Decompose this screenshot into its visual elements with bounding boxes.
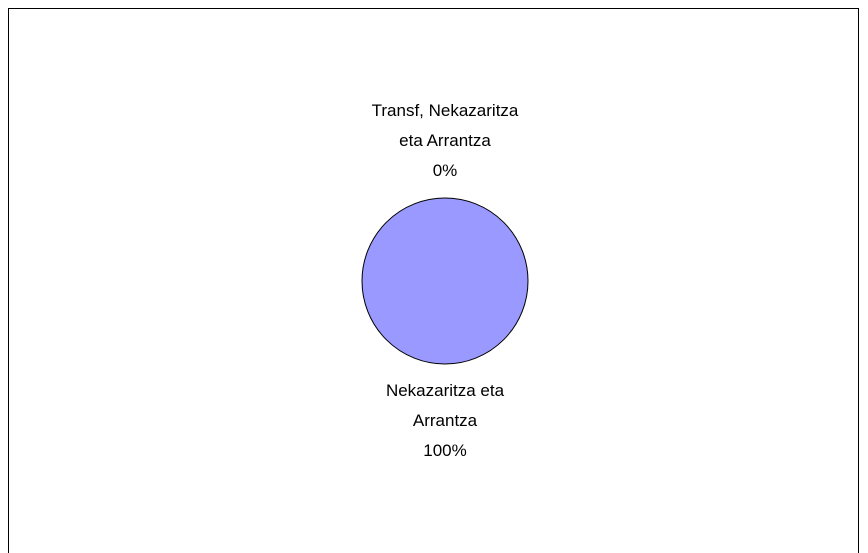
data-label: Nekazaritza eta Arrantza 100% bbox=[360, 376, 530, 466]
slice-percent: 0% bbox=[432, 161, 458, 180]
chart-frame bbox=[8, 8, 859, 553]
slice-percent: 100% bbox=[423, 441, 467, 460]
data-label: Transf, Nekazaritza eta Arrantza 0% bbox=[360, 96, 530, 186]
slice-name: Nekazaritza eta Arrantza bbox=[385, 381, 505, 430]
slice-name: Transf, Nekazaritza eta Arrantza bbox=[371, 101, 519, 150]
pie-slice bbox=[361, 197, 529, 365]
